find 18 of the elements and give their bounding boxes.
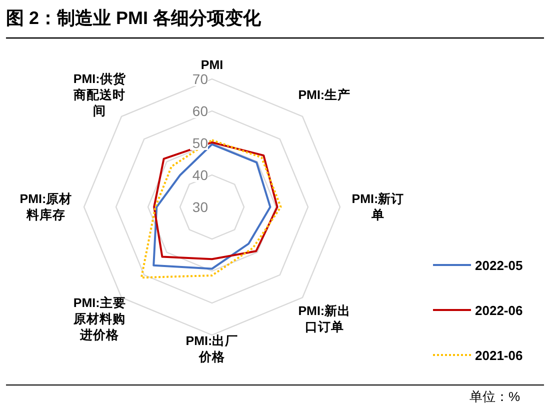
spoke-label: PMI:新出口订单 [297,303,352,336]
spoke-label: PMI [200,57,224,73]
y-tick-label: 60 [192,103,208,119]
legend-label: 2021-06 [475,348,523,363]
legend-label: 2022-06 [475,303,523,318]
spoke-label: PMI:供货商配送时间 [72,70,127,119]
spoke-label: PMI:原材料库存 [18,191,74,223]
y-tick-label: 30 [192,199,208,215]
y-tick-label: 40 [192,167,208,183]
spoke-label: PMI:出厂价格 [184,333,240,365]
title: 图 2：制造业 PMI 各细分项变化 [6,8,262,28]
spoke-label: PMI:生产 [297,86,352,103]
text: 单位：% [469,389,520,404]
spoke-label: PMI:主要原材料购进价格 [72,295,127,344]
y-tick-label: 50 [192,135,208,151]
y-tick-label: 70 [192,71,208,87]
spoke-label: PMI:新订单 [350,191,406,223]
legend-label: 2022-05 [475,258,523,273]
